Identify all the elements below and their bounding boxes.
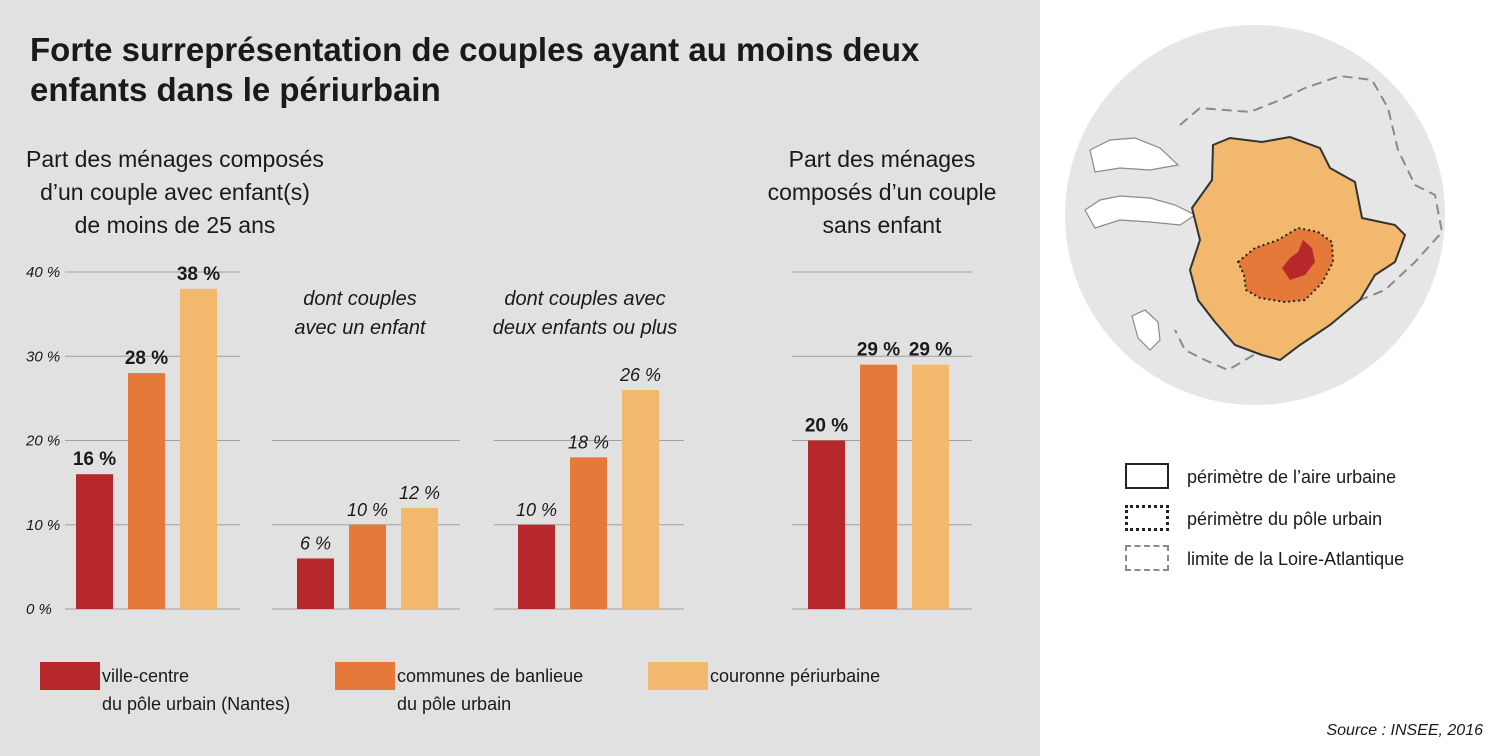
legend-swatch-ville-centre <box>40 662 100 690</box>
bar <box>912 364 949 609</box>
bar <box>76 474 113 609</box>
bar-value-label: 28 % <box>125 348 168 369</box>
legend-swatch-banlieue <box>335 662 395 690</box>
bar <box>622 389 659 609</box>
legend-swatch-couronne <box>648 662 708 690</box>
bar-value-label: 16 % <box>73 449 116 470</box>
bar-value-label: 38 % <box>177 264 220 285</box>
legend-item-couronne: couronne périurbaine <box>648 662 938 702</box>
bar <box>297 558 334 609</box>
bar-value-label: 12 % <box>399 483 440 503</box>
coast-shape-north <box>1089 137 1180 173</box>
legend-item-ville-centre: ville-centre du pôle urbain (Nantes) <box>40 662 330 722</box>
bar <box>570 457 607 609</box>
bar-value-label: 20 % <box>805 416 848 437</box>
y-tick-label: 30 % <box>26 348 60 365</box>
bar <box>808 440 845 609</box>
group-label-two-plus: dont couples avec deux enfants ou plus <box>492 288 678 339</box>
bar <box>349 524 386 609</box>
map-legend-label-loire-atlantique: limite de la Loire-Atlantique <box>1187 549 1405 569</box>
y-tick-label: 40 % <box>26 264 60 281</box>
dotted-outline-icon <box>1125 505 1169 531</box>
bar <box>860 364 897 609</box>
bar-value-label: 6 % <box>300 533 331 553</box>
map-legend-label-aire-urbaine: périmètre de l’aire urbaine <box>1187 467 1397 487</box>
bar <box>518 524 555 609</box>
map-legend-label-pole-urbain: périmètre du pôle urbain <box>1187 509 1383 529</box>
bar-value-label: 29 % <box>909 340 952 361</box>
page-title: Forte surreprésentation de couples ayant… <box>30 31 920 108</box>
y-tick-label: 20 % <box>25 433 60 450</box>
y-tick-label: 0 % <box>26 601 52 618</box>
subtitle-left: Part des ménages composés d’un couple av… <box>26 146 324 238</box>
coast-shape <box>1131 309 1161 351</box>
map-graphic <box>1065 25 1445 405</box>
bar-value-label: 18 % <box>568 432 609 452</box>
legend-item-banlieue: communes de banlieue du pôle urbain <box>335 662 625 722</box>
source-note: Source : INSEE, 2016 <box>1326 722 1483 739</box>
bar-chart: 0 % 10 % 20 % 30 % 40 % 16 % 28 % 38 % 6 % 10 % 12… <box>25 264 972 618</box>
ville-centre-area <box>1282 240 1315 280</box>
legend-label-ville-centre: ville-centre du pôle urbain (Nantes) <box>102 666 291 714</box>
bar-value-label: 29 % <box>857 340 900 361</box>
dashed-outline-icon <box>1125 545 1169 571</box>
legend-label-couronne: couronne périurbaine <box>710 666 881 686</box>
subtitle-right: Part des ménages composés d’un couple sa… <box>767 146 997 238</box>
y-tick-label: 10 % <box>26 517 60 534</box>
bar <box>128 373 165 609</box>
loire-atlantique-limit <box>1174 74 1444 372</box>
group-label-one-child: dont couples avec un enfant <box>294 288 426 339</box>
bar <box>180 288 217 609</box>
bar <box>401 507 438 609</box>
solid-outline-icon <box>1125 463 1169 489</box>
bar-value-label: 10 % <box>516 500 557 520</box>
bar-value-label: 10 % <box>347 500 388 520</box>
legend-label-banlieue: communes de banlieue du pôle urbain <box>397 666 584 714</box>
bar-value-label: 26 % <box>619 365 661 385</box>
